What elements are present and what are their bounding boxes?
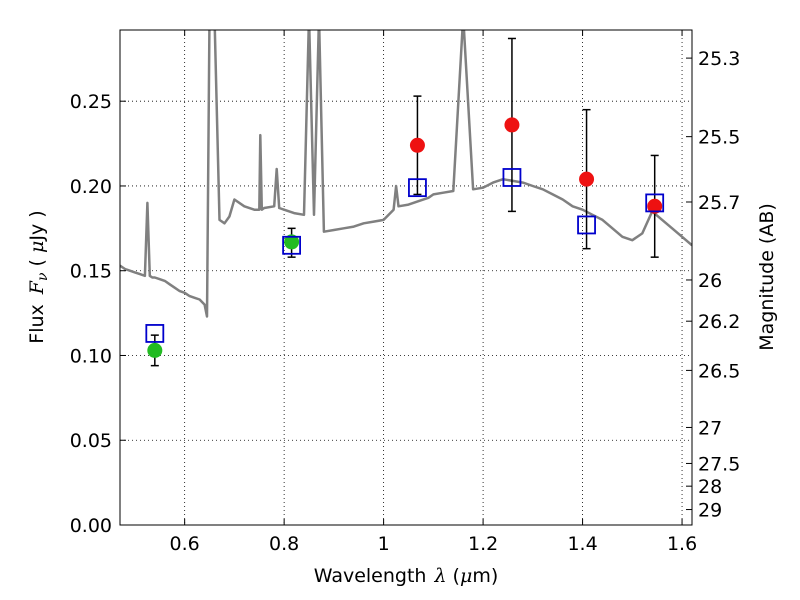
blue-square [282, 235, 302, 255]
red-point [504, 117, 520, 133]
blue-square [577, 215, 596, 235]
y2-tick-label: 26.5 [698, 360, 740, 382]
y-tick-label: 0.10 [70, 345, 112, 367]
y2-tick-label: 26 [698, 270, 722, 292]
y2-tick-label: 25.7 [698, 192, 740, 214]
y-tick-label: 0.00 [70, 515, 112, 537]
grid [120, 30, 692, 525]
red-point [579, 171, 595, 187]
markers [147, 117, 663, 358]
x-tick-label: 1.6 [667, 533, 697, 555]
blue-square [502, 168, 522, 187]
plot-frame [119, 29, 693, 526]
y2-tick-label: 28 [698, 476, 722, 498]
spectrum-line [120, 30, 692, 318]
blue-square [645, 193, 665, 213]
y-tick-label: 0.05 [70, 430, 112, 452]
y-tick-label: 0.25 [70, 91, 112, 113]
x-tick-label: 1 [378, 533, 390, 555]
spectrum-line-group [120, 30, 692, 318]
blue-square [408, 178, 427, 198]
red-point [409, 137, 425, 153]
green-point [147, 342, 163, 358]
x-tick-label: 1.2 [468, 533, 498, 555]
y2-tick-label: 26.2 [698, 311, 740, 333]
y2-tick-label: 25.3 [698, 48, 740, 70]
blue-square [145, 324, 165, 343]
y-tick-label: 0.20 [70, 176, 112, 198]
y-tick-label: 0.15 [70, 261, 112, 283]
x-tick-label: 0.6 [170, 533, 200, 555]
y2-tick-label: 27 [698, 417, 722, 439]
x-tick-label: 1.4 [567, 533, 597, 555]
green-point [284, 234, 300, 250]
y2-tick-label: 29 [698, 500, 722, 522]
x-tick-label: 0.8 [269, 533, 299, 555]
ticks: 0.6 0.8 1 1.2 1.4 1.6 0.00 0.05 0.10 0.15 0.20 0.25… [70, 30, 740, 555]
x-axis-label: Wavelength λ (μm) [314, 565, 499, 587]
red-point [647, 198, 663, 214]
y2-tick-label: 27.5 [698, 453, 740, 475]
blue-squares [145, 168, 665, 343]
y2-axis-label: Magnitude (AB) [756, 203, 778, 351]
y2-tick-label: 25.5 [698, 127, 740, 149]
y-axis-label: FluxFν ( μJy ) [26, 210, 51, 343]
